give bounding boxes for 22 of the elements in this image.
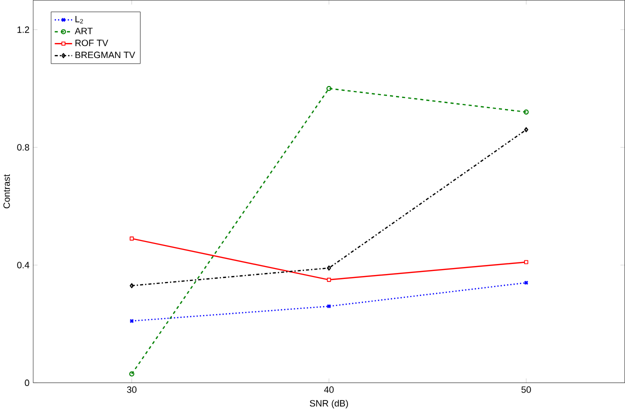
point	[130, 283, 134, 288]
y-axis-title: Contrast	[3, 174, 10, 208]
y-tick-label: 0	[24, 380, 30, 386]
point	[524, 127, 528, 132]
point	[524, 260, 528, 264]
legend-label: ART	[74, 28, 93, 34]
legend-label: ROF TV	[75, 40, 108, 46]
y-tick-label: 0.8	[17, 144, 30, 151]
point	[130, 236, 134, 241]
legend-label: L$_{2}$	[75, 16, 83, 24]
point	[326, 266, 332, 271]
x-tick-label: 40	[324, 386, 334, 393]
point	[524, 110, 529, 115]
y-tick-label: 1.2	[18, 26, 30, 33]
legend-label: BREGMAN TV	[75, 52, 136, 58]
point	[129, 372, 134, 377]
x-tick-label: 50	[521, 386, 531, 393]
x-tick-label: 30	[127, 386, 136, 393]
x-axis-title: SNR (dB)	[310, 400, 348, 408]
point	[326, 86, 332, 92]
y-tick-label: 0.4	[17, 262, 30, 268]
point	[326, 278, 332, 282]
